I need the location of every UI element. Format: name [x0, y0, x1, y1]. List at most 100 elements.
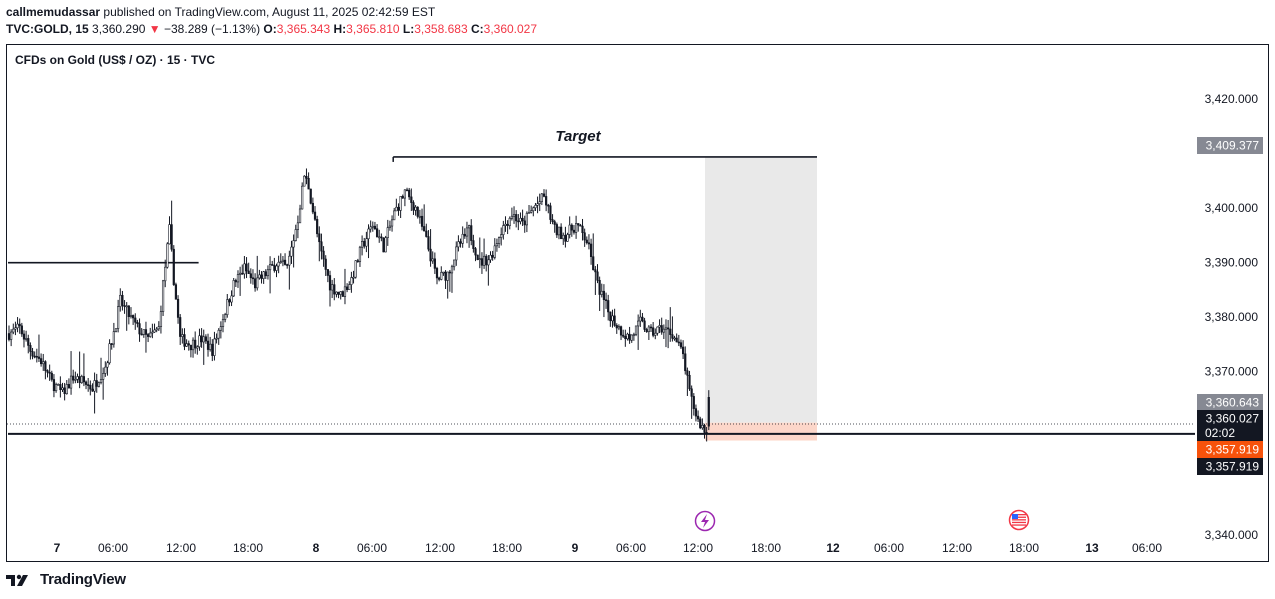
candle-body-up: [209, 343, 212, 350]
price-change: −38.289 (−1.13%): [164, 22, 261, 36]
candle-body-down: [547, 204, 550, 207]
candle-body-up: [99, 379, 103, 383]
candle-body-down: [18, 323, 21, 327]
x-tick-label: 18:00: [233, 541, 263, 555]
candle-body-down: [247, 270, 250, 274]
candle-body-down: [179, 317, 182, 337]
price-tag-bg: [1197, 394, 1263, 410]
candle-body-up: [215, 337, 218, 340]
candle-body-down: [46, 370, 49, 373]
candle-body-down: [410, 196, 413, 203]
tradingview-logo[interactable]: TradingView: [6, 571, 126, 588]
candle-body-down: [211, 343, 214, 356]
x-tick-label: 06:00: [1132, 541, 1162, 555]
candle-body-up: [119, 294, 122, 307]
candle-body-down: [144, 329, 148, 335]
candle-body-down: [517, 220, 520, 223]
candle-body-down: [194, 339, 197, 349]
candle-body-up: [358, 246, 362, 262]
candle-body-down: [382, 237, 385, 253]
candle-body-down: [649, 326, 653, 329]
candle-body-down: [619, 326, 623, 336]
candle-body-down: [459, 241, 462, 244]
x-tick-label: 18:00: [751, 541, 781, 555]
candle-body-down: [341, 291, 344, 297]
chart-frame[interactable]: [6, 44, 1269, 562]
price-tag-value: 3,357.919: [1206, 443, 1260, 457]
candle-body-down: [147, 334, 150, 337]
candle-body-up: [497, 237, 501, 244]
candle-body-down: [555, 224, 558, 236]
candle-body-down: [228, 299, 231, 303]
price-tag: 3,357.919: [1197, 441, 1263, 458]
candle-body-down: [609, 311, 612, 322]
price-tag-bg: [1197, 410, 1263, 441]
candle-body-up: [348, 284, 351, 290]
candle-body-up: [104, 366, 107, 374]
candle-body-up: [637, 320, 640, 327]
candle-body-up: [149, 332, 152, 337]
candle-body-down: [472, 240, 475, 249]
candle-body-up: [446, 271, 449, 281]
candle-body-down: [408, 189, 411, 198]
candle-body-up: [301, 185, 304, 210]
candle-body-up: [611, 315, 614, 322]
candle-body-down: [560, 226, 563, 240]
candle-body-up: [431, 258, 434, 262]
y-tick-label: 3,370.000: [1205, 365, 1259, 379]
candle-body-down: [206, 340, 210, 350]
candle-body-up: [455, 246, 458, 261]
candle-body-up: [288, 255, 291, 266]
candle-body-down: [645, 329, 648, 332]
candle-body-up: [467, 225, 471, 229]
candle-body-up: [557, 226, 561, 236]
candle-body-down: [622, 334, 625, 337]
price-tag-bg: [1197, 458, 1263, 475]
tradingview-logo-icon: [6, 574, 28, 586]
x-tick-label: 13: [1085, 541, 1099, 555]
candle-body-up: [453, 259, 456, 268]
candle-body-down: [412, 202, 415, 211]
candle-body-up: [701, 425, 704, 429]
candle-body-down: [686, 370, 689, 376]
candle-body-down: [604, 299, 608, 301]
us-flag-event-icon: [1008, 509, 1030, 531]
candle-body-up: [495, 243, 499, 247]
candle-body-down: [564, 234, 567, 242]
author-name[interactable]: callmemudassar: [6, 5, 101, 19]
candle-body-up: [142, 329, 145, 335]
price-tag-value: 3,409.377: [1206, 139, 1260, 153]
candle-body-up: [331, 284, 334, 291]
candle-body-up: [508, 217, 511, 226]
candle-body-down: [463, 233, 466, 237]
candle-body-down: [132, 315, 135, 319]
candle-body-up: [562, 234, 565, 240]
candle-body-down: [397, 206, 400, 211]
price-tag-value: 3,360.643: [1206, 396, 1260, 410]
candle-body-down: [613, 315, 616, 326]
candle-body-up: [166, 243, 169, 268]
candle-body-up: [662, 328, 665, 333]
candle-body-up: [61, 387, 64, 390]
price-tag: 3,357.919: [1197, 458, 1263, 475]
candle-body-up: [76, 376, 79, 380]
candle-body-down: [589, 243, 593, 258]
candle-body-down: [429, 248, 432, 262]
candle-body-down: [491, 254, 494, 258]
candle-body-down: [63, 387, 66, 395]
stop-zone: [705, 422, 817, 441]
price-tag-bg: [1197, 137, 1263, 154]
x-tick-label: 12:00: [425, 541, 455, 555]
candle-body-down: [260, 274, 263, 279]
candle-body-down: [696, 415, 700, 420]
candle-body-up: [335, 291, 338, 295]
candle-body-down: [200, 335, 203, 343]
candle-body-down: [241, 272, 244, 275]
candle-body-down: [183, 334, 186, 347]
candle-body-up: [465, 227, 469, 237]
candle-body-down: [521, 217, 524, 222]
candle-body-up: [219, 326, 222, 331]
candle-body-down: [87, 384, 90, 386]
